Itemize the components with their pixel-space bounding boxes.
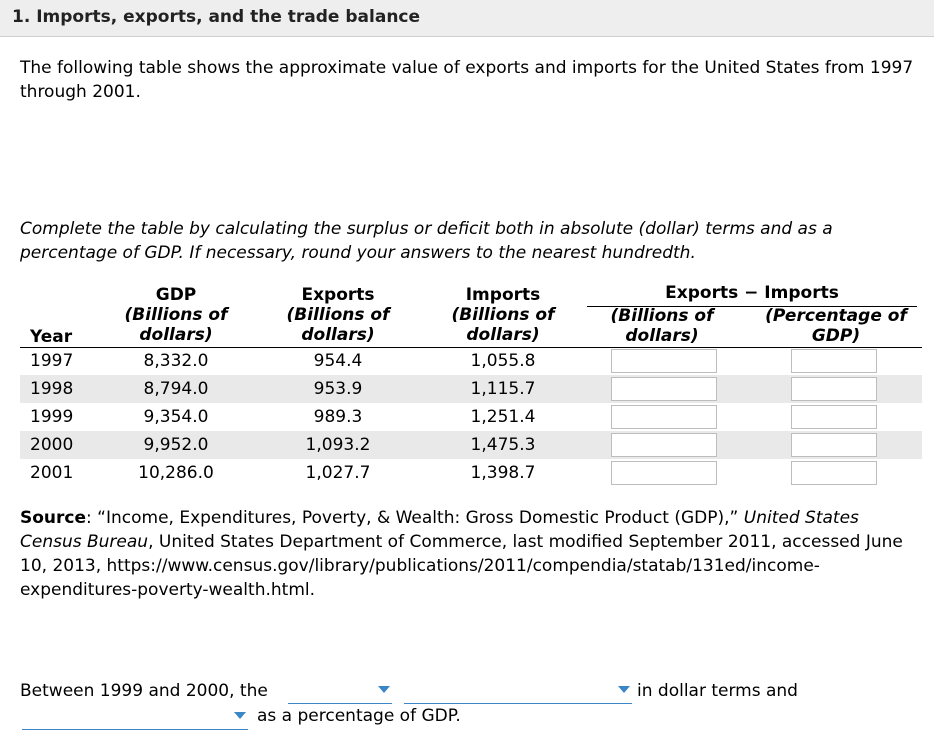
cell-imports: 1,115.7 (470, 379, 536, 399)
source-sep: : (86, 508, 98, 528)
cell-exports: 989.3 (313, 407, 363, 427)
balance-percent-input[interactable] (791, 349, 877, 373)
cell-year: 1997 (30, 351, 74, 371)
cell-imports: 1,251.4 (470, 407, 536, 427)
dropdown-arrow-icon (378, 686, 390, 693)
question-text-part2: in dollar terms and (637, 681, 798, 701)
cell-gdp: 10,286.0 (138, 463, 214, 483)
question-text-part3: as a percentage of GDP. (257, 706, 461, 726)
cell-year: 1999 (30, 407, 74, 427)
dropdown-balance-type[interactable] (404, 680, 632, 704)
cell-gdp: 8,332.0 (143, 351, 209, 371)
cell-gdp: 9,952.0 (143, 435, 209, 455)
balance-dollars-input[interactable] (611, 349, 717, 373)
balance-percent-input[interactable] (791, 461, 877, 485)
cell-year: 2000 (30, 435, 74, 455)
table-row: 2001 10,286.0 1,027.7 1,398.7 (20, 459, 922, 487)
dropdown-direction[interactable] (288, 680, 392, 704)
question-title: 1. Imports, exports, and the trade balan… (12, 7, 421, 27)
header-balance: Exports − Imports (665, 283, 839, 303)
cell-imports: 1,398.7 (470, 463, 536, 483)
table-row: 1997 8,332.0 954.4 1,055.8 (20, 347, 922, 375)
cell-exports: 953.9 (313, 379, 363, 399)
cell-exports: 1,093.2 (305, 435, 371, 455)
cell-gdp: 8,794.0 (143, 379, 209, 399)
header-imports: Imports (Billions of dollars) (451, 285, 555, 345)
cell-gdp: 9,354.0 (143, 407, 209, 427)
balance-percent-input[interactable] (791, 377, 877, 401)
dropdown-arrow-icon (234, 712, 246, 719)
source-label: Source (20, 508, 87, 528)
source-rest: , United States Department of Commerce, … (20, 532, 903, 600)
cell-imports: 1,475.3 (470, 435, 536, 455)
balance-dollars-input[interactable] (611, 377, 717, 401)
dropdown-percent-change[interactable] (22, 706, 248, 730)
table-row: 2000 9,952.0 1,093.2 1,475.3 (20, 431, 922, 459)
header-balance-dollars: (Billions of dollars) (610, 306, 714, 346)
source-publication: United States Census Bureau (20, 508, 859, 552)
question-text-part1: Between 1999 and 2000, the (20, 681, 268, 701)
cell-exports: 1,027.7 (305, 463, 371, 483)
balance-dollars-input[interactable] (611, 461, 717, 485)
intro-text: The following table shows the approximat… (20, 58, 914, 102)
header-balance-percent: (Percentage of GDP) (765, 306, 907, 346)
question-title-bar: 1. Imports, exports, and the trade balan… (0, 0, 934, 37)
table-row: 1999 9,354.0 989.3 1,251.4 (20, 403, 922, 431)
source-quote: “Income, Expenditures, Poverty, & Wealth… (97, 508, 739, 528)
cell-year: 2001 (30, 463, 74, 483)
header-gdp: GDP (Billions of dollars) (124, 285, 228, 345)
balance-percent-input[interactable] (791, 405, 877, 429)
header-rule (20, 347, 922, 348)
dropdown-arrow-icon (618, 686, 630, 693)
header-balance-rule (587, 306, 917, 307)
instructions-text: Complete the table by calculating the su… (20, 219, 833, 263)
table-row: 1998 8,794.0 953.9 1,115.7 (20, 375, 922, 403)
cell-imports: 1,055.8 (470, 351, 536, 371)
header-year: Year (30, 327, 73, 347)
cell-year: 1998 (30, 379, 74, 399)
cell-exports: 954.4 (313, 351, 363, 371)
balance-percent-input[interactable] (791, 433, 877, 457)
source-citation: Source: “Income, Expenditures, Poverty, … (20, 506, 925, 602)
header-exports: Exports (Billions of dollars) (286, 285, 390, 345)
balance-dollars-input[interactable] (611, 405, 717, 429)
balance-dollars-input[interactable] (611, 433, 717, 457)
